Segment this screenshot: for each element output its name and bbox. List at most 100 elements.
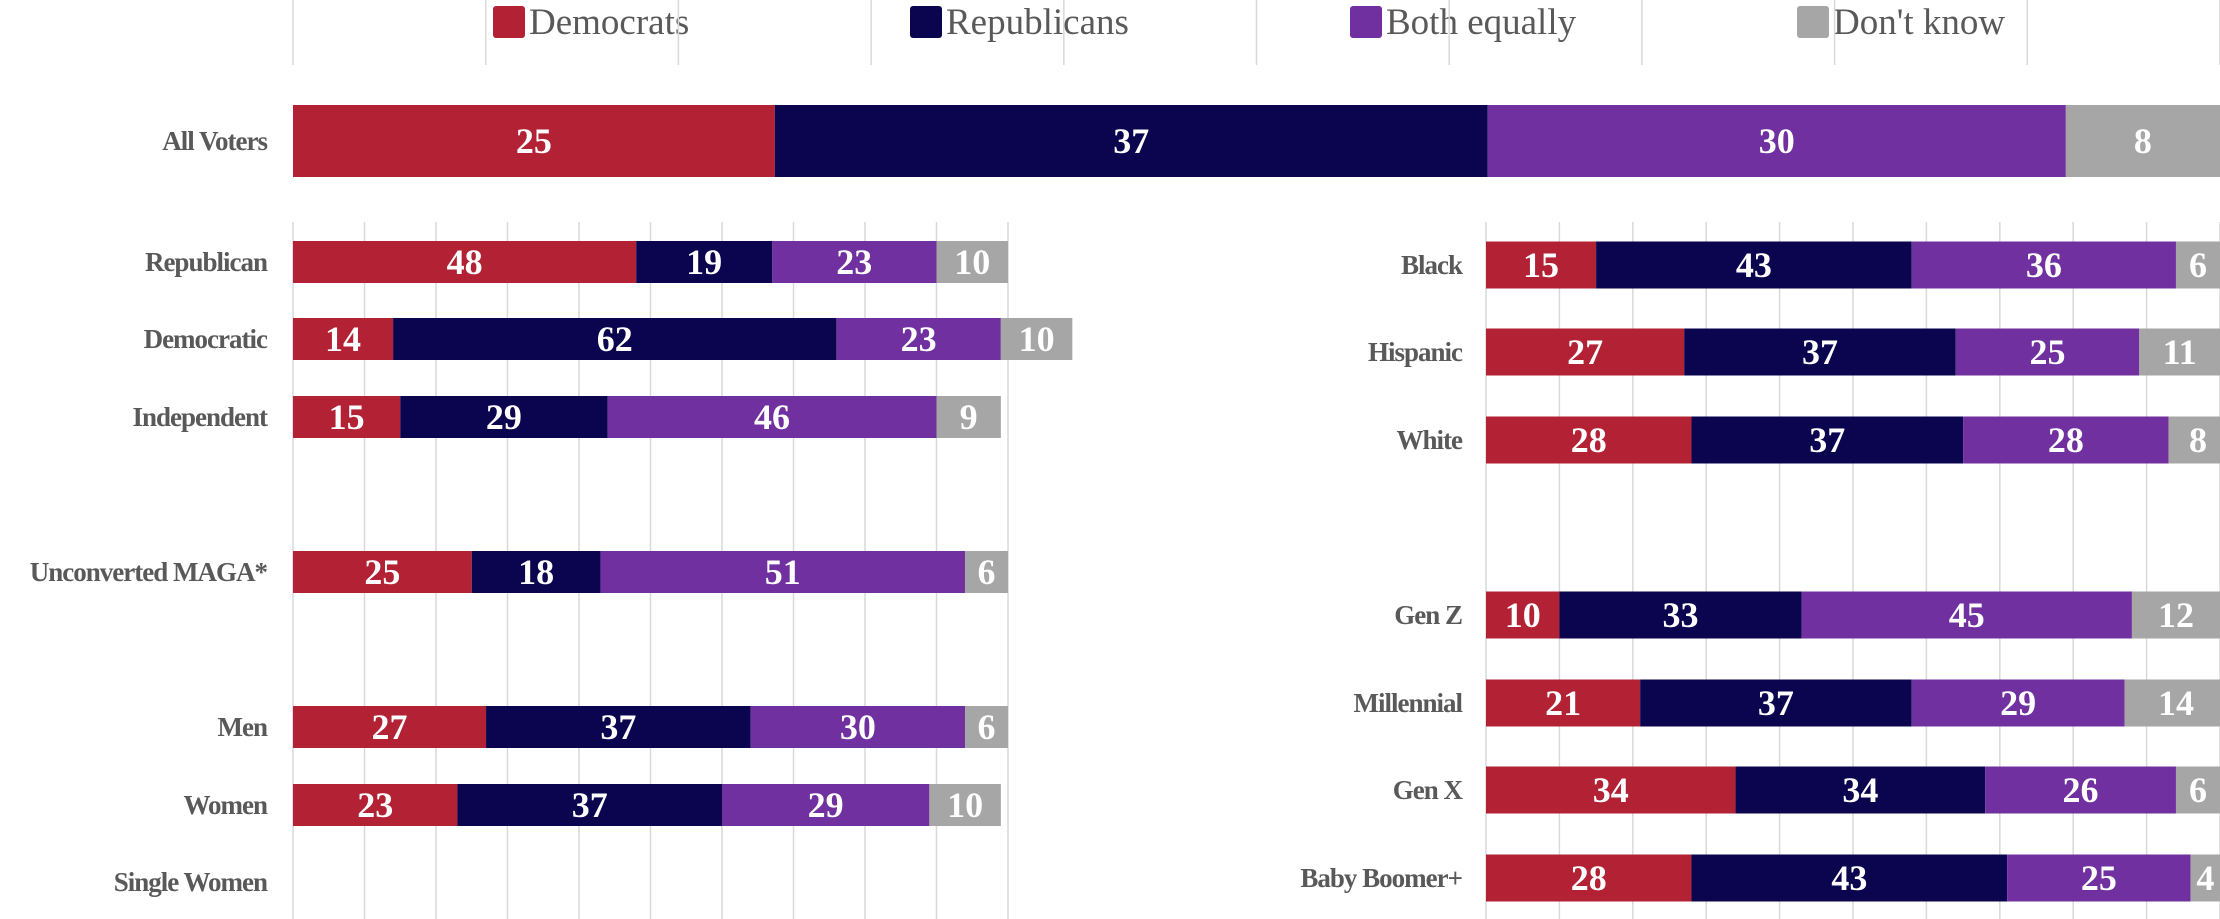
data-label-republican-both-equally: 23 bbox=[836, 242, 872, 282]
category-label-gen-x: Gen X bbox=[1393, 775, 1464, 805]
bar-all-voters-democrats bbox=[293, 105, 775, 177]
data-label-white-democrats: 28 bbox=[1571, 420, 1607, 460]
legend-swatch-dont-know bbox=[1797, 6, 1829, 38]
data-label-independent-republicans: 29 bbox=[486, 397, 522, 437]
data-label-all-voters-republicans: 37 bbox=[1113, 121, 1149, 161]
bar-hispanic-democrats bbox=[1486, 328, 1685, 376]
bar-baby-boomer-both-equally bbox=[2007, 854, 2191, 902]
category-label-gen-z: Gen Z bbox=[1394, 600, 1462, 630]
bar-men-democrats bbox=[293, 706, 487, 748]
bar-democratic-both-equally bbox=[836, 318, 1001, 360]
category-label-millennial: Millennial bbox=[1353, 688, 1463, 718]
bar-democratic-don-t-know bbox=[1000, 318, 1073, 360]
data-label-black-democrats: 15 bbox=[1523, 245, 1559, 285]
data-label-gen-z-democrats: 10 bbox=[1505, 595, 1541, 635]
data-label-gen-x-both-equally: 26 bbox=[2063, 770, 2099, 810]
chart-panel-2: Republican 48 19 23 10 Democratic 14 62 23 10 Inde… bbox=[30, 222, 1073, 919]
data-label-hispanic-democrats: 27 bbox=[1567, 332, 1603, 372]
legend-swatch-republicans bbox=[910, 6, 942, 38]
bar-women-both-equally bbox=[722, 784, 930, 826]
legend-label-republicans: Republicans bbox=[946, 1, 1129, 43]
bar-baby-boomer-democrats bbox=[1486, 854, 1692, 902]
bar-millennial-both-equally bbox=[1911, 679, 2125, 727]
bar-gen-x-don-t-know bbox=[2175, 766, 2220, 814]
data-label-republican-democrats: 48 bbox=[447, 242, 483, 282]
data-label-white-republicans: 37 bbox=[1809, 420, 1845, 460]
data-label-hispanic-both-equally: 25 bbox=[2030, 332, 2066, 372]
bar-unconverted-maga-democrats bbox=[293, 551, 472, 593]
bar-gen-z-don-t-know bbox=[2131, 591, 2220, 639]
data-label-independent-both-equally: 46 bbox=[754, 397, 790, 437]
category-label-women: Women bbox=[183, 790, 267, 820]
data-label-women-don-t-know: 10 bbox=[947, 785, 983, 825]
bar-women-democrats bbox=[293, 784, 458, 826]
legend-swatch-democrats bbox=[493, 6, 525, 38]
bar-gen-z-democrats bbox=[1486, 591, 1560, 639]
bar-all-voters-don-t-know bbox=[2065, 105, 2220, 177]
data-label-baby-boomer-don-t-know: 4 bbox=[2196, 858, 2214, 898]
bar-gen-x-both-equally bbox=[1985, 766, 2176, 814]
category-label-baby-boomer: Baby Boomer+ bbox=[1300, 863, 1462, 893]
data-label-democratic-don-t-know: 10 bbox=[1019, 319, 1055, 359]
data-label-democratic-republicans: 62 bbox=[597, 319, 633, 359]
bar-hispanic-both-equally bbox=[1955, 328, 2140, 376]
bar-black-democrats bbox=[1486, 241, 1597, 289]
bar-millennial-democrats bbox=[1486, 679, 1641, 727]
bar-white-republicans bbox=[1691, 416, 1964, 464]
bar-white-both-equally bbox=[1963, 416, 2169, 464]
data-label-democratic-both-equally: 23 bbox=[901, 319, 937, 359]
data-label-baby-boomer-both-equally: 25 bbox=[2081, 858, 2117, 898]
data-label-white-both-equally: 28 bbox=[2048, 420, 2084, 460]
bar-gen-z-republicans bbox=[1559, 591, 1802, 639]
bar-millennial-republicans bbox=[1640, 679, 1912, 727]
data-label-gen-z-republicans: 33 bbox=[1663, 595, 1699, 635]
legend-item-republicans: Republicans bbox=[910, 0, 1129, 44]
bar-all-voters-both-equally bbox=[1487, 105, 2066, 177]
data-label-millennial-republicans: 37 bbox=[1758, 683, 1794, 723]
data-label-all-voters-democrats: 25 bbox=[516, 121, 552, 161]
bar-white-don-t-know bbox=[2168, 416, 2220, 464]
bar-white-democrats bbox=[1486, 416, 1692, 464]
data-label-white-don-t-know: 8 bbox=[2189, 420, 2207, 460]
bar-baby-boomer-don-t-know bbox=[2190, 854, 2220, 902]
data-label-gen-x-don-t-know: 6 bbox=[2189, 770, 2207, 810]
bar-democratic-republicans bbox=[393, 318, 837, 360]
data-label-men-democrats: 27 bbox=[372, 707, 408, 747]
bar-baby-boomer-republicans bbox=[1691, 854, 2008, 902]
category-label-republican: Republican bbox=[145, 247, 268, 277]
legend-item-both-equally: Both equally bbox=[1350, 0, 1576, 44]
bar-men-don-t-know bbox=[965, 706, 1008, 748]
data-label-independent-democrats: 15 bbox=[329, 397, 365, 437]
data-label-gen-z-both-equally: 45 bbox=[1949, 595, 1985, 635]
data-label-hispanic-republicans: 37 bbox=[1802, 332, 1838, 372]
bar-women-republicans bbox=[457, 784, 722, 826]
data-label-independent-don-t-know: 9 bbox=[960, 397, 978, 437]
data-label-republican-don-t-know: 10 bbox=[954, 242, 990, 282]
data-label-black-republicans: 43 bbox=[1736, 245, 1772, 285]
legend-swatch-both-equally bbox=[1350, 6, 1382, 38]
data-label-millennial-both-equally: 29 bbox=[2000, 683, 2036, 723]
legend-item-democrats: Democrats bbox=[493, 0, 689, 44]
bar-unconverted-maga-don-t-know bbox=[965, 551, 1008, 593]
bar-independent-republicans bbox=[400, 396, 608, 438]
bar-women-don-t-know bbox=[929, 784, 1001, 826]
data-label-women-both-equally: 29 bbox=[808, 785, 844, 825]
chart-panel-1: All Voters 25 37 30 8 bbox=[162, 0, 2220, 177]
data-label-black-don-t-know: 6 bbox=[2189, 245, 2207, 285]
bar-hispanic-republicans bbox=[1684, 328, 1956, 376]
legend-label-democrats: Democrats bbox=[529, 1, 690, 43]
category-label-white: White bbox=[1397, 425, 1464, 455]
legend-item-dont-know: Don't know bbox=[1797, 0, 2005, 44]
data-label-unconverted-maga-republicans: 18 bbox=[518, 552, 554, 592]
category-label-all-voters: All Voters bbox=[162, 126, 267, 156]
data-label-millennial-democrats: 21 bbox=[1545, 683, 1581, 723]
category-label-men: Men bbox=[218, 712, 268, 742]
bar-black-republicans bbox=[1596, 241, 1912, 289]
data-label-millennial-don-t-know: 14 bbox=[2158, 683, 2194, 723]
data-label-gen-z-don-t-know: 12 bbox=[2158, 595, 2194, 635]
bar-all-voters-republicans bbox=[774, 105, 1488, 177]
data-label-republican-republicans: 19 bbox=[686, 242, 722, 282]
legend-label-both-equally: Both equally bbox=[1386, 1, 1577, 43]
